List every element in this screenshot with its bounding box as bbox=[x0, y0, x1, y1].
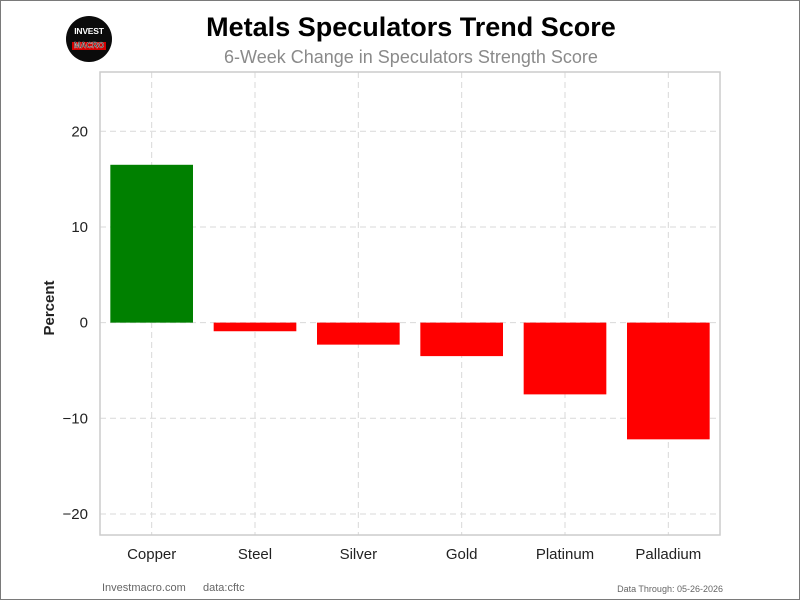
bar-palladium bbox=[627, 322, 710, 440]
x-tick-label: Copper bbox=[127, 546, 176, 563]
bar-gold bbox=[420, 322, 503, 357]
footer-data-through: Data Through: 05-26-2026 bbox=[617, 584, 723, 594]
y-tick-label: −20 bbox=[63, 506, 88, 523]
grid-layer bbox=[100, 72, 720, 535]
y-axis-label: Percent bbox=[41, 280, 58, 335]
x-tick-label: Palladium bbox=[635, 546, 701, 563]
x-tick-label: Silver bbox=[340, 546, 378, 563]
x-tick-label: Steel bbox=[238, 546, 272, 563]
plot-frame bbox=[99, 71, 721, 536]
logo-text-invest: INVEST bbox=[74, 26, 104, 36]
bar-platinum bbox=[523, 322, 607, 395]
chart-title: Metals Speculators Trend Score bbox=[206, 12, 616, 42]
bar-copper bbox=[110, 164, 193, 323]
y-tick-label: 0 bbox=[80, 315, 88, 332]
bars-layer bbox=[110, 164, 710, 440]
labels-layer: −20 −10 0 10 20 Copper Steel Silver Gold Platinum… bbox=[63, 123, 702, 563]
y-tick-label: −10 bbox=[63, 410, 88, 427]
bar-steel bbox=[213, 322, 297, 332]
investmacro-logo: INVEST MACRO bbox=[66, 16, 112, 62]
logo-text-macro: MACRO bbox=[71, 40, 107, 50]
footer-source: Investmacro.com bbox=[102, 582, 186, 594]
bar-silver bbox=[317, 322, 400, 345]
x-tick-label: Platinum bbox=[536, 546, 594, 563]
chart-subtitle: 6-Week Change in Speculators Strength Sc… bbox=[224, 47, 598, 67]
y-tick-label: 10 bbox=[71, 219, 88, 236]
x-tick-label: Gold bbox=[446, 546, 478, 563]
y-tick-label: 20 bbox=[71, 123, 88, 140]
footer-data-source: data:cftc bbox=[203, 582, 245, 594]
